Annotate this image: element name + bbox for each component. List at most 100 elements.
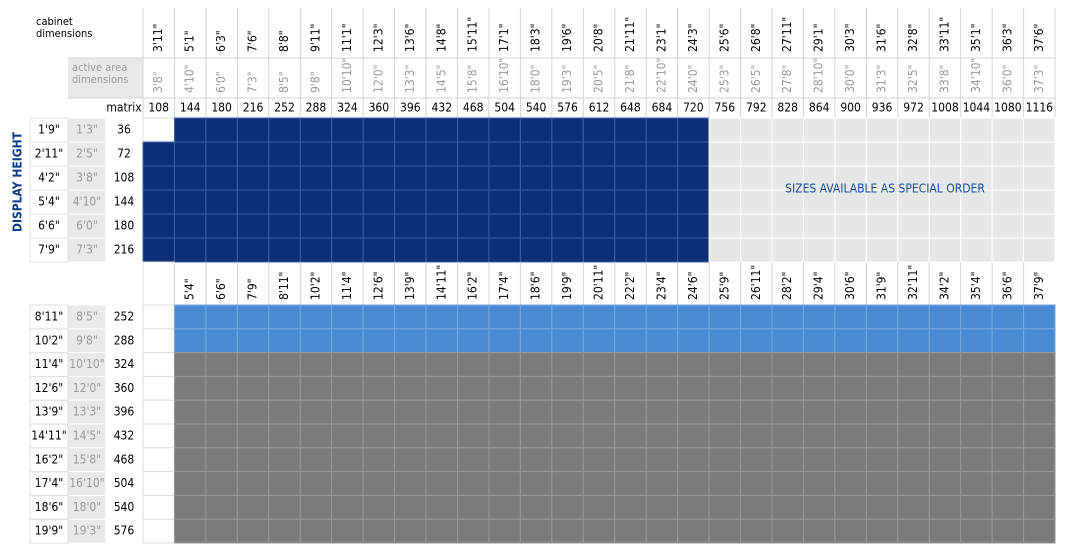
cell: [928, 213, 962, 239]
cell: [488, 375, 521, 401]
matrix-height: 144: [114, 195, 135, 209]
cell: [268, 399, 301, 425]
cell: [614, 423, 647, 449]
cell: [394, 189, 427, 215]
cell: [362, 237, 396, 263]
cell: [677, 328, 710, 354]
cell: [582, 165, 616, 191]
cell: [331, 375, 364, 401]
cell: [457, 141, 490, 167]
cell: [142, 494, 175, 520]
cell: [236, 189, 270, 215]
active-bg: [67, 471, 107, 497]
cell: [582, 352, 616, 377]
cell: [142, 399, 175, 425]
cell: [519, 328, 553, 354]
cell: [551, 213, 584, 239]
active-bg: [67, 237, 107, 263]
cell: [457, 375, 490, 401]
cell: [551, 141, 584, 167]
cell: [551, 237, 584, 263]
cell: [425, 447, 458, 473]
matrix-height: 360: [114, 381, 135, 395]
cell: [173, 494, 207, 520]
mid-width: 37'9": [1032, 271, 1046, 300]
cell: [488, 189, 521, 215]
cell: [236, 423, 270, 449]
cell: [614, 518, 647, 544]
cabinet-width: 8'8": [277, 30, 291, 52]
special-order-label: SIZES AVAILABLE AS SPECIAL ORDER: [785, 182, 985, 196]
cell: [960, 375, 993, 401]
cell: [142, 423, 175, 449]
cell: [708, 117, 742, 143]
active-width: 28'10": [812, 58, 826, 93]
matrix-height: 36: [117, 123, 131, 137]
cell: [488, 471, 521, 496]
cell: [173, 141, 207, 167]
cell: [1023, 375, 1056, 401]
cell: [142, 518, 175, 544]
cell: [488, 518, 521, 544]
cell: [488, 165, 521, 191]
mid-width: 8'11": [277, 271, 291, 300]
matrix-width: 468: [463, 101, 484, 115]
cabinet-width: 26'8": [749, 23, 763, 52]
active-width: 25'3": [717, 64, 731, 93]
matrix-width: 324: [337, 101, 358, 115]
cell: [425, 518, 458, 544]
active-bg: [67, 375, 107, 401]
cell: [1023, 471, 1056, 496]
cell: [519, 375, 553, 401]
cabinet-height: 4'2": [38, 171, 60, 185]
cell: [708, 189, 742, 215]
cell: [205, 213, 238, 239]
cell: [299, 328, 333, 354]
cell: [677, 494, 710, 520]
cell: [488, 447, 521, 473]
cell: [834, 399, 867, 425]
cell: [299, 399, 333, 425]
cell: [614, 375, 647, 401]
matrix-width: 432: [431, 101, 452, 115]
cell: [708, 328, 742, 354]
cell: [802, 328, 836, 354]
cabinet-height: 13'9": [35, 405, 64, 419]
cell: [771, 141, 804, 167]
cell: [519, 471, 553, 496]
cell: [1023, 213, 1056, 239]
matrix-width: 684: [652, 101, 673, 115]
cell: [991, 328, 1025, 354]
cell: [582, 494, 616, 520]
cell: [645, 189, 679, 215]
row-cell: [29, 237, 69, 263]
cell: [677, 375, 710, 401]
cell: [928, 304, 962, 330]
cell: [142, 165, 175, 191]
cell: [425, 352, 458, 377]
active-width: 7'3": [246, 71, 260, 93]
cell: [771, 471, 804, 496]
cell: [865, 117, 899, 143]
cell: [645, 471, 679, 496]
cell: [299, 471, 333, 496]
cell: [771, 304, 804, 330]
cell: [425, 189, 458, 215]
cell: [236, 213, 270, 239]
cabinet-width: 14'8": [434, 23, 448, 52]
cabinet-height: 2'11": [35, 147, 64, 161]
cell: [645, 328, 679, 354]
cell: [897, 375, 930, 401]
cell: [142, 213, 175, 239]
cell: [394, 141, 427, 167]
cell: [299, 352, 333, 377]
cell: [488, 423, 521, 449]
active-header-bg: [68, 58, 143, 98]
cell: [802, 423, 836, 449]
matrix-label: matrix: [106, 101, 142, 115]
cell: [740, 352, 773, 377]
mid-width: 31'9": [875, 271, 889, 300]
cell: [740, 141, 773, 167]
cell: [645, 447, 679, 473]
cell: [173, 518, 207, 544]
